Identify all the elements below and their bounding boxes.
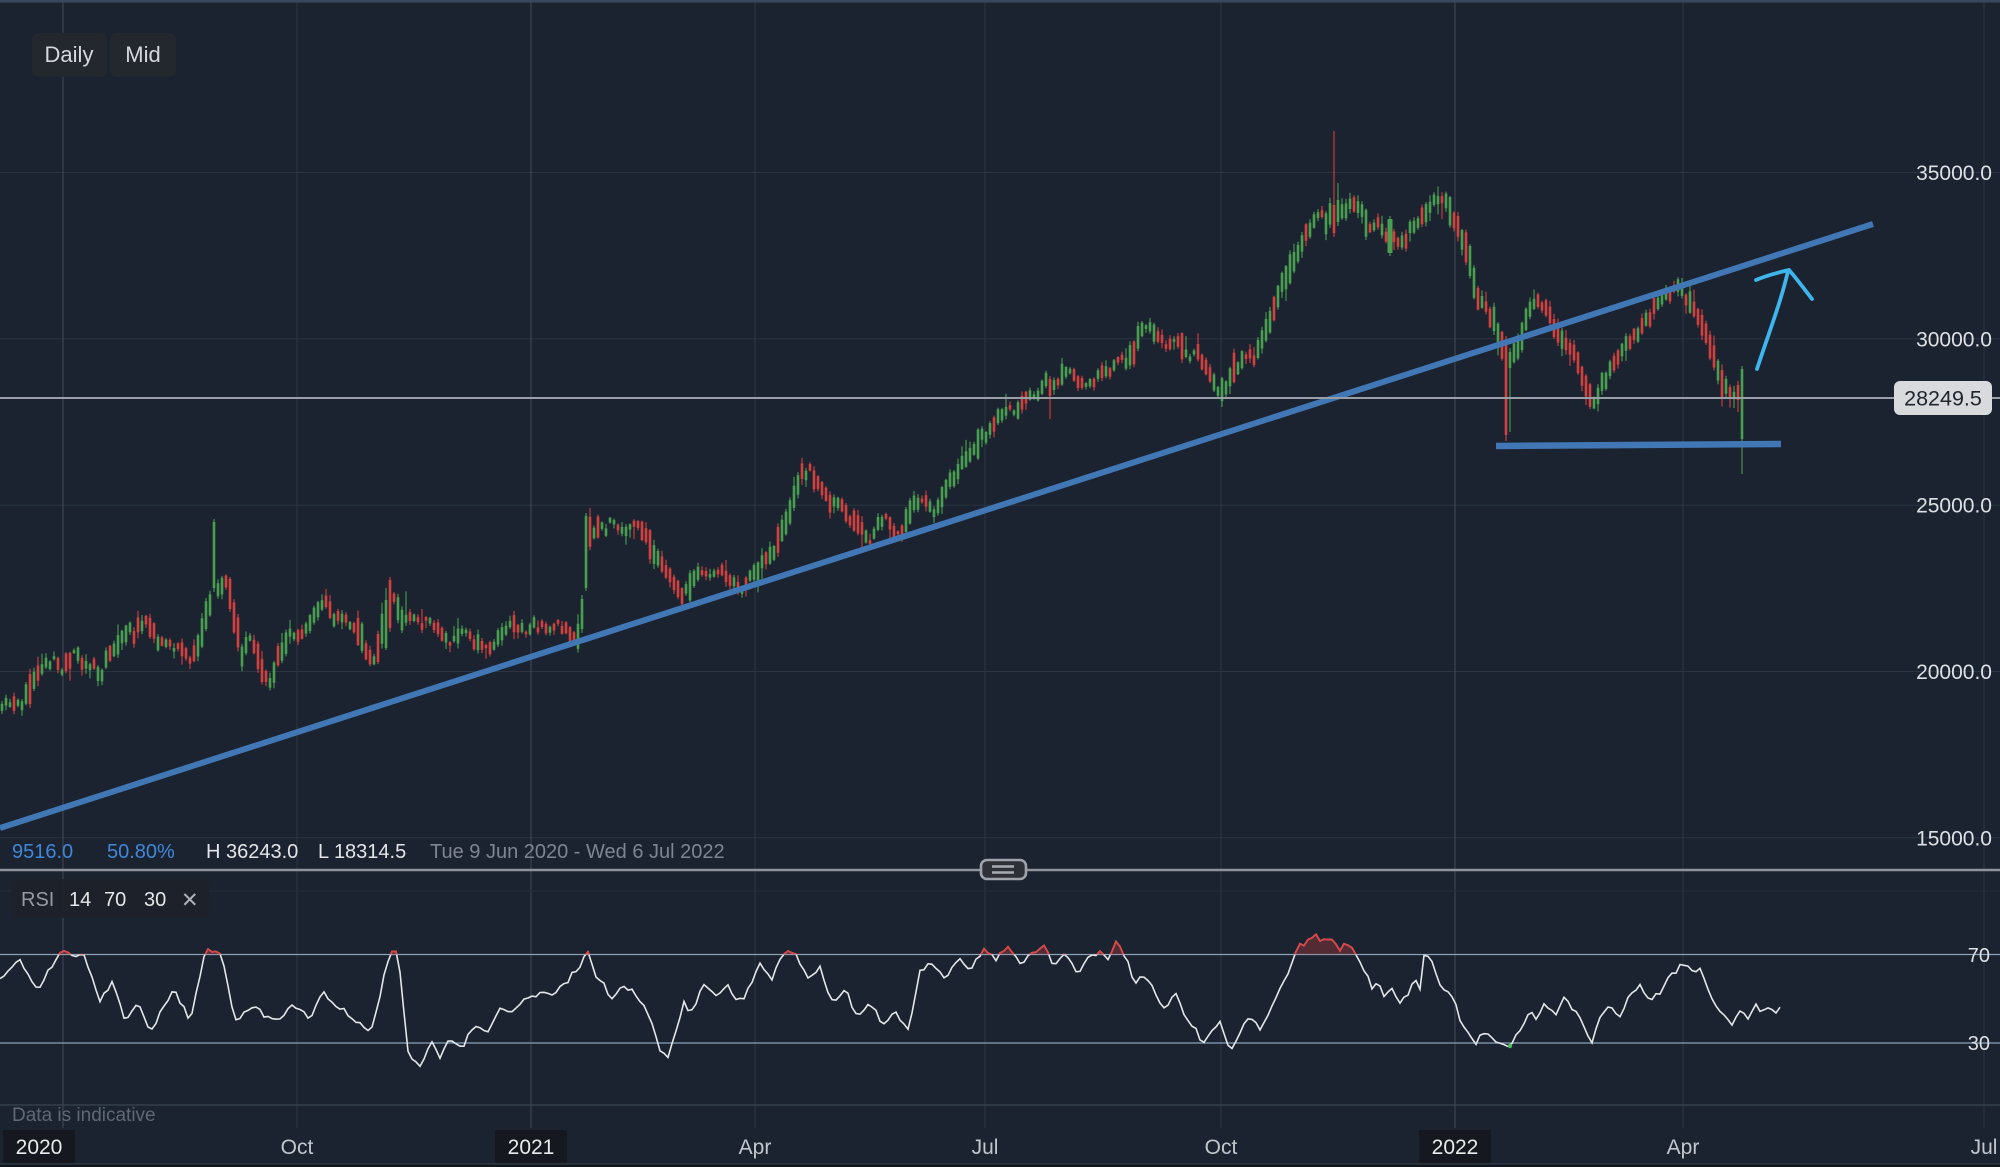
svg-text:Tue 9 Jun 2020 - Wed 6 Jul 202: Tue 9 Jun 2020 - Wed 6 Jul 2022 [430, 841, 725, 863]
svg-text:50.80%: 50.80% [107, 841, 175, 863]
svg-text:Daily: Daily [45, 42, 94, 67]
svg-text:2021: 2021 [508, 1136, 555, 1159]
svg-text:20000.0: 20000.0 [1916, 661, 1992, 684]
svg-text:25000.0: 25000.0 [1916, 495, 1992, 518]
svg-text:70: 70 [104, 889, 126, 911]
svg-text:28249.5: 28249.5 [1904, 387, 1982, 411]
svg-text:Jul: Jul [972, 1136, 999, 1159]
svg-text:H 36243.0: H 36243.0 [206, 841, 298, 863]
svg-text:✕: ✕ [181, 889, 199, 912]
svg-text:2020: 2020 [16, 1136, 63, 1159]
svg-text:2022: 2022 [1432, 1136, 1479, 1159]
svg-text:14: 14 [69, 889, 91, 911]
svg-text:Oct: Oct [281, 1136, 314, 1159]
svg-text:15000.0: 15000.0 [1916, 827, 1992, 850]
svg-text:9516.0: 9516.0 [12, 841, 73, 863]
svg-text:30000.0: 30000.0 [1916, 328, 1992, 351]
svg-text:30: 30 [144, 889, 166, 911]
svg-text:Mid: Mid [125, 42, 160, 67]
svg-text:Apr: Apr [739, 1136, 772, 1159]
svg-text:L 18314.5: L 18314.5 [318, 841, 406, 863]
svg-text:Apr: Apr [1667, 1136, 1700, 1159]
svg-text:Jul: Jul [1971, 1136, 1998, 1159]
svg-text:30: 30 [1968, 1033, 1990, 1055]
svg-text:Data is indicative: Data is indicative [12, 1105, 156, 1126]
svg-text:RSI: RSI [21, 889, 54, 911]
svg-text:35000.0: 35000.0 [1916, 162, 1992, 185]
svg-text:Oct: Oct [1205, 1136, 1238, 1159]
svg-text:70: 70 [1968, 945, 1990, 967]
